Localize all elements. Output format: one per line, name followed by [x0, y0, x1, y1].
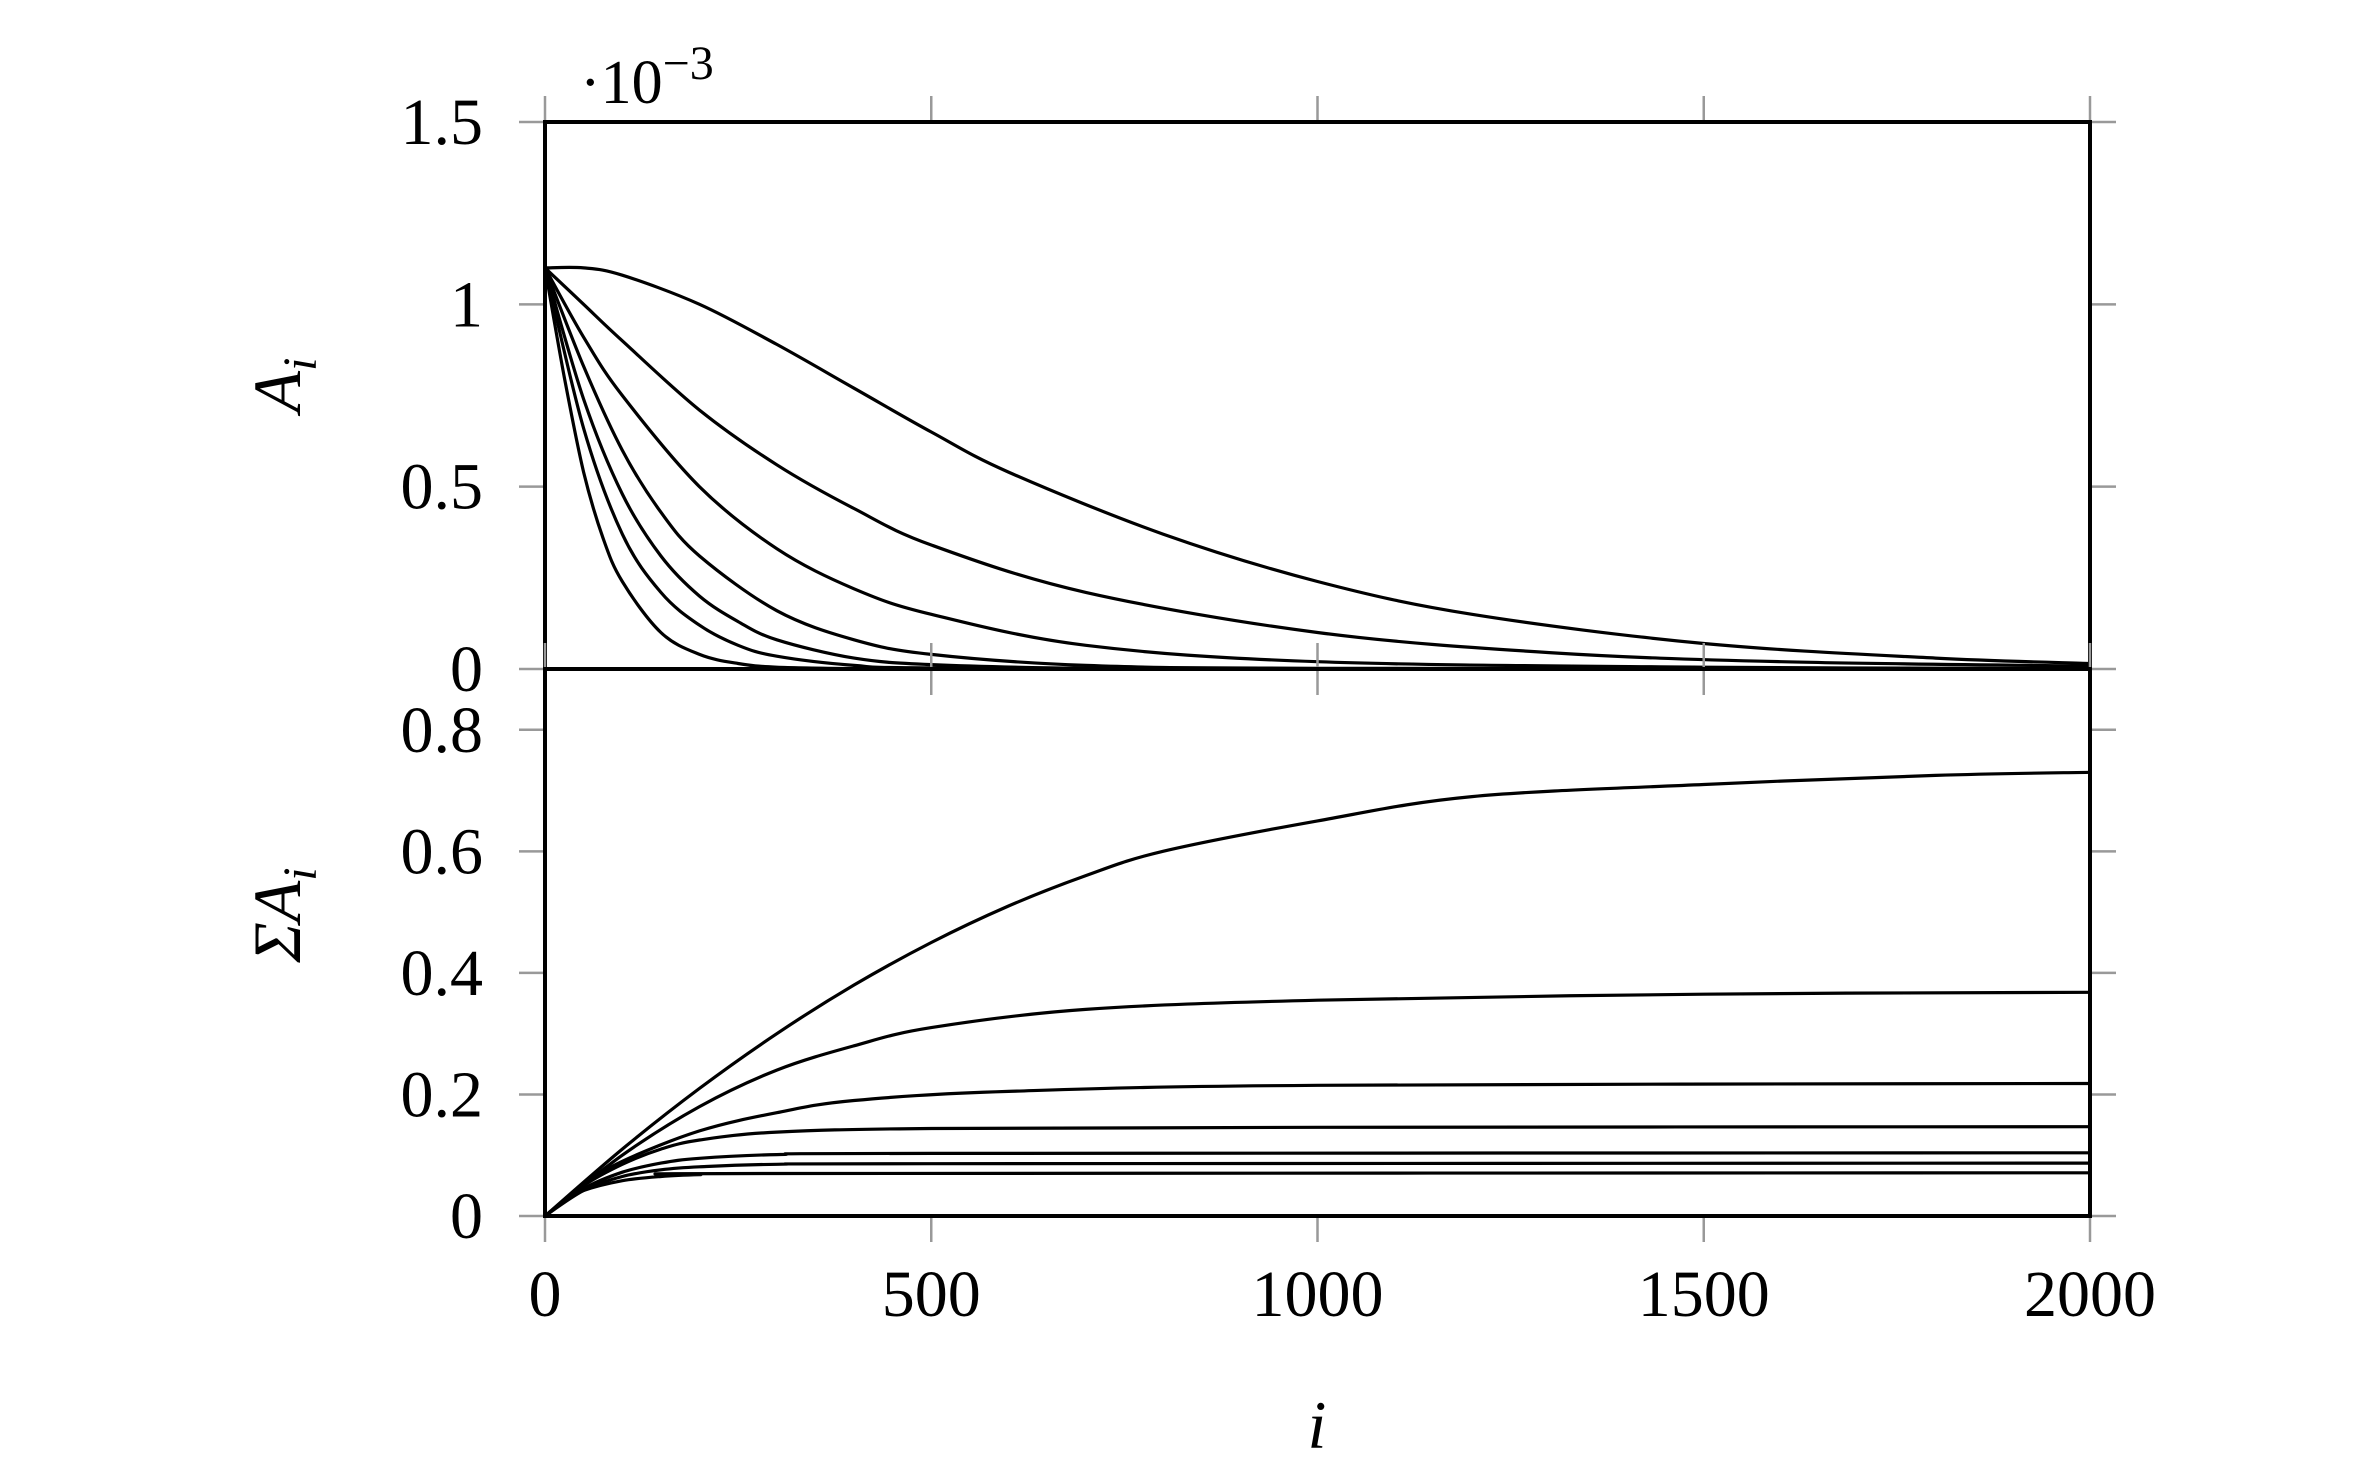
panel-a-i: 0 0.5 1 1.5 ·10−3 Ai — [239, 37, 2116, 706]
bottom-y-axis-label-main: ΣA — [239, 880, 315, 963]
x-axis-label: i — [1308, 1387, 1327, 1459]
y-multiplier-label: ·10−3 — [580, 37, 714, 117]
y-multiplier-base: ·10 — [580, 49, 663, 117]
top-tick-labels: 0 0.5 1 1.5 — [401, 86, 484, 706]
top-series-line-4 — [543, 267, 2091, 671]
top-y-tick-label-2: 1 — [450, 268, 483, 341]
top-y-tick-label-1: 0.5 — [401, 451, 484, 524]
top-series-lines — [543, 265, 2091, 671]
top-y-axis-label-sub: i — [274, 358, 327, 371]
x-tick-label-0: 0 — [529, 1258, 562, 1331]
top-series-line-3 — [543, 267, 2091, 671]
bottom-tick-labels: 0 500 1000 1500 2000 0 0.2 0.4 0.6 0.8 — [401, 694, 2157, 1331]
bot-y-tick-label-0: 0 — [450, 1180, 483, 1253]
bot-series-line-4 — [544, 1125, 2091, 1218]
bot-series-line-2 — [544, 990, 2091, 1218]
bottom-y-axis-label-sub: i — [274, 867, 327, 880]
x-tick-label-3: 1500 — [1638, 1258, 1770, 1331]
bot-series-line-5 — [544, 1151, 2091, 1218]
x-tick-label-4: 2000 — [2024, 1258, 2156, 1331]
bot-series-line-3 — [544, 1081, 2091, 1218]
top-series-line-2 — [543, 266, 2091, 668]
bot-y-tick-label-4: 0.8 — [401, 694, 484, 767]
bottom-ticks — [519, 643, 2116, 1242]
bot-series-line-6 — [544, 1161, 2091, 1218]
y-multiplier-exp: −3 — [663, 37, 714, 90]
top-series-line-1 — [544, 265, 2091, 666]
top-y-tick-label-0: 0 — [450, 633, 483, 706]
top-y-axis-label: Ai — [239, 358, 327, 417]
bot-y-tick-label-1: 0.2 — [401, 1058, 484, 1131]
bottom-series-lines — [543, 770, 2091, 1218]
bot-y-tick-label-2: 0.4 — [401, 937, 484, 1010]
top-plot-frame — [543, 120, 2092, 671]
bottom-plot-frame — [543, 667, 2092, 1218]
top-y-axis-label-main: A — [239, 370, 315, 416]
top-y-tick-label-3: 1.5 — [401, 86, 484, 159]
bot-series-line-1 — [543, 770, 2091, 1218]
top-ticks — [519, 96, 2116, 695]
bot-y-tick-label-3: 0.6 — [401, 815, 484, 888]
x-tick-label-2: 1000 — [1252, 1258, 1384, 1331]
bot-series-line-7 — [544, 1171, 2091, 1218]
x-tick-label-1: 500 — [882, 1258, 981, 1331]
bottom-y-axis-label: ΣAi — [239, 867, 327, 963]
